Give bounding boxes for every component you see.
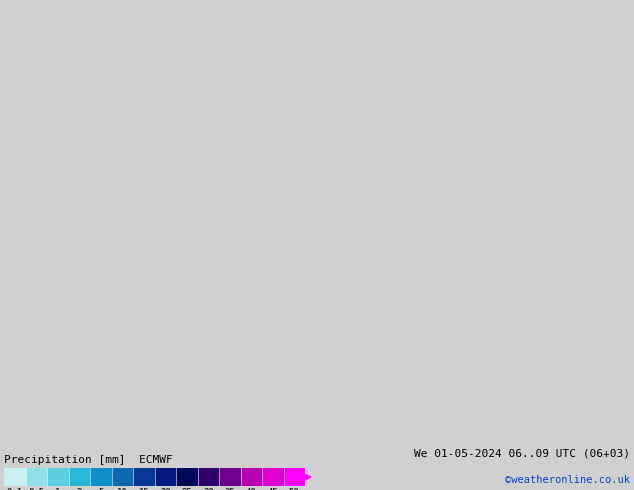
Bar <box>4 468 25 486</box>
Text: ©weatheronline.co.uk: ©weatheronline.co.uk <box>505 475 630 485</box>
Text: 0.1: 0.1 <box>7 488 23 490</box>
Text: 40: 40 <box>246 488 257 490</box>
Text: We 01-05-2024 06..09 UTC (06+03): We 01-05-2024 06..09 UTC (06+03) <box>414 448 630 458</box>
Text: 1: 1 <box>55 488 60 490</box>
Bar <box>90 468 112 486</box>
Text: 25: 25 <box>181 488 192 490</box>
Bar <box>155 468 176 486</box>
Bar <box>133 468 155 486</box>
Text: 15: 15 <box>138 488 149 490</box>
Text: 5: 5 <box>98 488 103 490</box>
Bar <box>68 468 90 486</box>
Bar <box>25 468 47 486</box>
Bar <box>198 468 219 486</box>
Bar <box>262 468 283 486</box>
Text: 2: 2 <box>77 488 82 490</box>
Bar <box>176 468 198 486</box>
Bar <box>47 468 68 486</box>
Text: 0.5: 0.5 <box>28 488 44 490</box>
Text: 50: 50 <box>289 488 300 490</box>
Bar <box>219 468 240 486</box>
Text: Precipitation [mm]  ECMWF: Precipitation [mm] ECMWF <box>4 455 172 465</box>
Bar <box>283 468 305 486</box>
Bar <box>112 468 133 486</box>
Text: 30: 30 <box>203 488 214 490</box>
Text: 20: 20 <box>160 488 171 490</box>
Bar <box>240 468 262 486</box>
Text: 10: 10 <box>117 488 127 490</box>
Text: 35: 35 <box>224 488 235 490</box>
Text: 45: 45 <box>268 488 278 490</box>
